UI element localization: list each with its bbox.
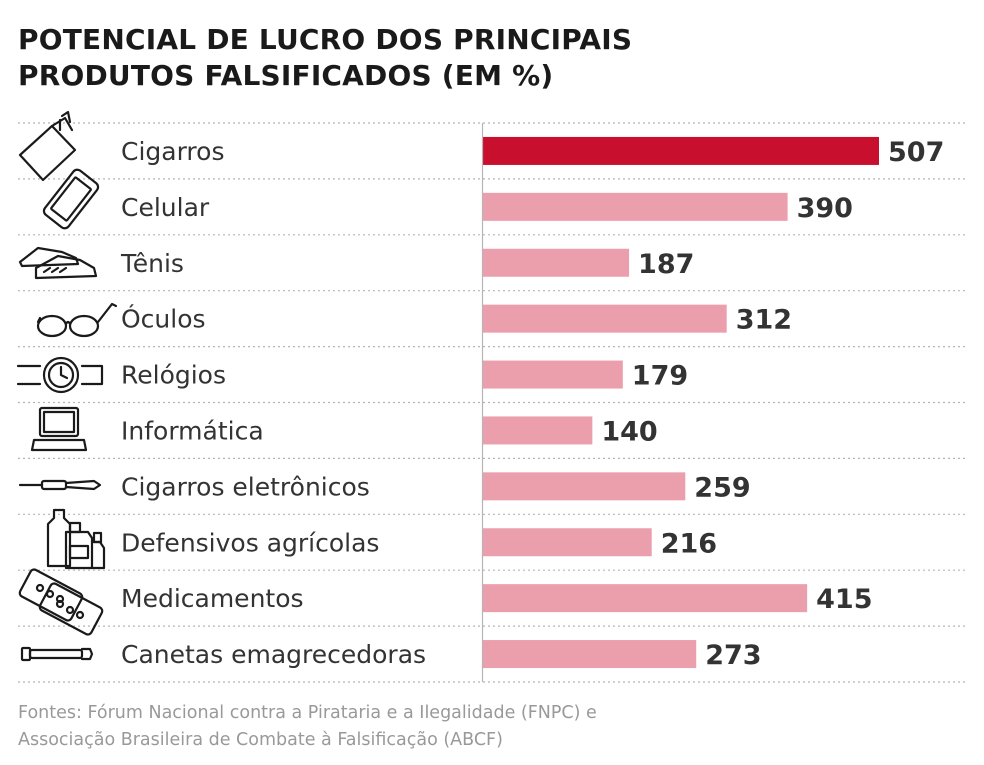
value-label: 415 [816,584,872,615]
cigarette-pack-icon [18,110,77,182]
category-icons [16,110,118,662]
bar [483,304,727,333]
pill-blister-icon [18,568,104,636]
source-line-1: Fontes: Fórum Nacional contra a Piratari… [18,703,597,723]
category-label: Cigarros eletrônicos [121,472,370,501]
bars [483,136,879,669]
e-cigarette-icon [18,479,102,491]
value-labels: 507 390 187 312 179 140 259 216 415 273 [601,137,944,671]
value-label: 216 [661,528,717,559]
chart-title-line-1: POTENCIAL DE LUCRO DOS PRINCIPAIS [18,23,633,56]
bar [483,472,686,501]
value-label: 507 [888,137,944,168]
injection-pen-icon [20,646,94,662]
category-label: Celular [121,193,210,222]
category-label: Informática [121,416,264,445]
value-label: 390 [797,193,853,224]
wristwatch-icon [16,356,104,394]
source-note: Fontes: Fórum Nacional contra a Piratari… [18,700,597,754]
value-label: 179 [632,361,688,392]
glasses-icon [36,302,118,338]
pesticide-bottles-icon [46,508,106,570]
bar [483,640,697,669]
category-label: Cigarros [121,137,224,166]
bar [483,416,593,445]
category-labels: Cigarros Celular Tênis Óculos Relógios Inform… [120,137,426,669]
grid-lines [18,122,968,683]
sneakers-icon [18,246,98,280]
category-label: Tênis [120,249,184,278]
chart-title: POTENCIAL DE LUCRO DOS PRINCIPAIS PRODUT… [18,22,632,94]
laptop-icon [30,406,88,452]
bar [483,192,788,221]
bar [483,136,879,165]
category-label: Defensivos agrícolas [121,528,379,557]
value-label: 259 [694,472,750,503]
source-line-2: Associação Brasileira de Combate à Falsi… [18,730,503,750]
value-label: 273 [705,640,761,671]
chart-title-line-2: PRODUTOS FALSIFICADOS (EM %) [18,59,554,92]
bar [483,248,630,277]
value-label: 140 [601,416,657,447]
value-label: 312 [736,305,792,336]
category-label: Relógios [121,361,226,390]
bar [483,528,652,557]
category-label: Medicamentos [121,584,304,613]
bar-chart: Cigarros Celular Tênis Óculos Relógios Inform… [16,110,968,683]
value-label: 187 [638,249,694,280]
category-label: Óculos [121,304,206,334]
category-label: Canetas emagrecedoras [121,640,426,669]
bar [483,360,623,389]
bar [483,584,808,613]
smartphone-icon [42,168,100,230]
